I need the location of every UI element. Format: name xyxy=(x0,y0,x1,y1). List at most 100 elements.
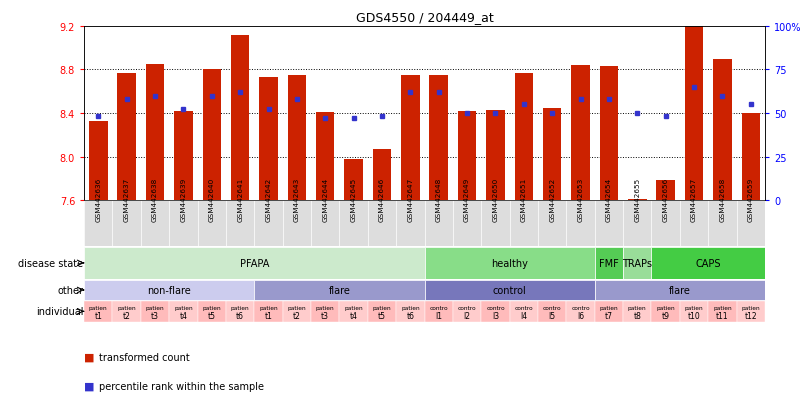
Bar xyxy=(226,301,255,322)
Bar xyxy=(657,181,675,201)
Bar xyxy=(425,301,453,322)
Text: patien: patien xyxy=(742,305,760,310)
Text: contro: contro xyxy=(514,305,533,310)
Text: t7: t7 xyxy=(605,312,613,320)
Bar xyxy=(623,201,651,247)
Text: t10: t10 xyxy=(687,312,700,320)
Bar xyxy=(425,280,594,301)
Text: t5: t5 xyxy=(378,312,386,320)
Bar xyxy=(600,67,618,201)
Text: l5: l5 xyxy=(549,312,556,320)
Text: t9: t9 xyxy=(662,312,670,320)
Text: FMF: FMF xyxy=(599,258,619,268)
Text: GSM442654: GSM442654 xyxy=(606,177,612,221)
Bar xyxy=(708,301,737,322)
Bar xyxy=(543,108,562,201)
Bar xyxy=(571,66,590,201)
Text: GSM442653: GSM442653 xyxy=(578,177,584,221)
Bar xyxy=(203,70,221,201)
Bar xyxy=(742,114,760,201)
Text: percentile rank within the sample: percentile rank within the sample xyxy=(99,381,264,391)
Bar xyxy=(146,65,164,201)
Text: patien: patien xyxy=(174,305,193,310)
Text: patien: patien xyxy=(203,305,221,310)
Bar xyxy=(169,201,198,247)
Bar xyxy=(198,201,226,247)
Text: control: control xyxy=(493,285,526,295)
Bar xyxy=(509,301,538,322)
Bar xyxy=(429,76,448,201)
Bar xyxy=(169,301,198,322)
Text: contro: contro xyxy=(429,305,448,310)
Bar xyxy=(368,301,396,322)
Bar xyxy=(737,201,765,247)
Bar xyxy=(396,301,425,322)
Text: GSM442638: GSM442638 xyxy=(152,177,158,221)
Bar xyxy=(566,201,594,247)
Bar xyxy=(288,76,306,201)
Text: l1: l1 xyxy=(435,312,442,320)
Text: ■: ■ xyxy=(84,381,95,391)
Text: patien: patien xyxy=(685,305,703,310)
Text: GSM442645: GSM442645 xyxy=(351,177,356,221)
Bar xyxy=(260,78,278,201)
Bar xyxy=(453,301,481,322)
Text: GSM442648: GSM442648 xyxy=(436,177,441,221)
Bar xyxy=(254,301,283,322)
Text: patien: patien xyxy=(260,305,278,310)
Text: healthy: healthy xyxy=(491,258,528,268)
Bar xyxy=(311,201,340,247)
Bar xyxy=(283,301,311,322)
Bar xyxy=(283,201,311,247)
Text: t4: t4 xyxy=(179,312,187,320)
Text: t11: t11 xyxy=(716,312,729,320)
Bar xyxy=(401,76,420,201)
Bar xyxy=(628,199,646,201)
Bar xyxy=(112,201,141,247)
Title: GDS4550 / 204449_at: GDS4550 / 204449_at xyxy=(356,11,493,24)
Bar xyxy=(84,280,255,301)
Text: GSM442656: GSM442656 xyxy=(662,177,669,221)
Bar xyxy=(84,301,112,322)
Bar xyxy=(231,36,249,201)
Bar xyxy=(174,112,192,201)
Text: GSM442651: GSM442651 xyxy=(521,177,527,221)
Text: t2: t2 xyxy=(293,312,301,320)
Bar xyxy=(112,301,141,322)
Text: patien: patien xyxy=(117,305,136,310)
Text: patien: patien xyxy=(600,305,618,310)
Bar xyxy=(84,247,425,279)
Text: GSM442641: GSM442641 xyxy=(237,177,244,221)
Bar xyxy=(344,159,363,201)
Text: disease state: disease state xyxy=(18,258,83,268)
Text: flare: flare xyxy=(328,285,350,295)
Bar xyxy=(254,280,425,301)
Text: t2: t2 xyxy=(123,312,131,320)
Bar xyxy=(713,59,731,201)
Bar xyxy=(340,201,368,247)
Text: patien: patien xyxy=(372,305,392,310)
Bar xyxy=(141,301,169,322)
Text: patien: patien xyxy=(89,305,107,310)
Text: PFAPA: PFAPA xyxy=(239,258,269,268)
Text: patien: patien xyxy=(316,305,335,310)
Bar xyxy=(594,280,765,301)
Text: transformed count: transformed count xyxy=(99,352,189,362)
Text: GSM442636: GSM442636 xyxy=(95,177,101,221)
Bar xyxy=(486,110,505,201)
Bar xyxy=(481,301,509,322)
Bar xyxy=(538,201,566,247)
Bar xyxy=(566,301,594,322)
Text: CAPS: CAPS xyxy=(695,258,721,268)
Bar xyxy=(708,201,737,247)
Text: contro: contro xyxy=(571,305,590,310)
Bar xyxy=(425,247,594,279)
Bar xyxy=(340,301,368,322)
Text: t5: t5 xyxy=(207,312,215,320)
Text: GSM442637: GSM442637 xyxy=(123,177,130,221)
Text: non-flare: non-flare xyxy=(147,285,191,295)
Bar xyxy=(368,201,396,247)
Bar xyxy=(685,27,703,201)
Text: l2: l2 xyxy=(464,312,470,320)
Bar xyxy=(623,301,651,322)
